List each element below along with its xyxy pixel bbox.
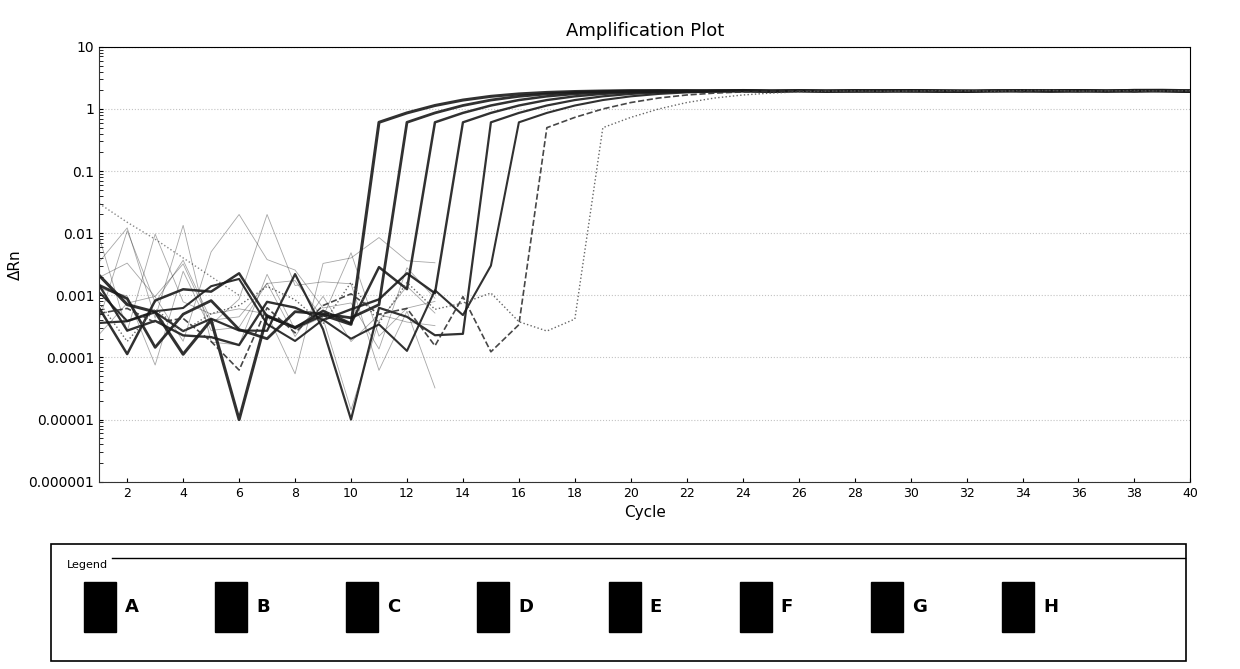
Text: B: B: [257, 598, 270, 616]
Bar: [1002, 581, 1034, 632]
Y-axis label: ΔRn: ΔRn: [7, 249, 24, 280]
FancyBboxPatch shape: [51, 545, 1185, 661]
Bar: [740, 581, 771, 632]
Text: E: E: [650, 598, 662, 616]
Text: G: G: [913, 598, 928, 616]
Text: Legend: Legend: [67, 560, 108, 570]
Title: Amplification Plot: Amplification Plot: [565, 21, 724, 39]
X-axis label: Cycle: Cycle: [624, 505, 666, 520]
Text: D: D: [518, 598, 533, 616]
Bar: [870, 581, 903, 632]
Bar: [84, 581, 115, 632]
Bar: [215, 581, 247, 632]
Text: F: F: [781, 598, 794, 616]
Text: C: C: [387, 598, 401, 616]
Text: H: H: [1043, 598, 1058, 616]
Bar: [477, 581, 510, 632]
Bar: [346, 581, 378, 632]
Bar: [609, 581, 641, 632]
Text: A: A: [125, 598, 139, 616]
